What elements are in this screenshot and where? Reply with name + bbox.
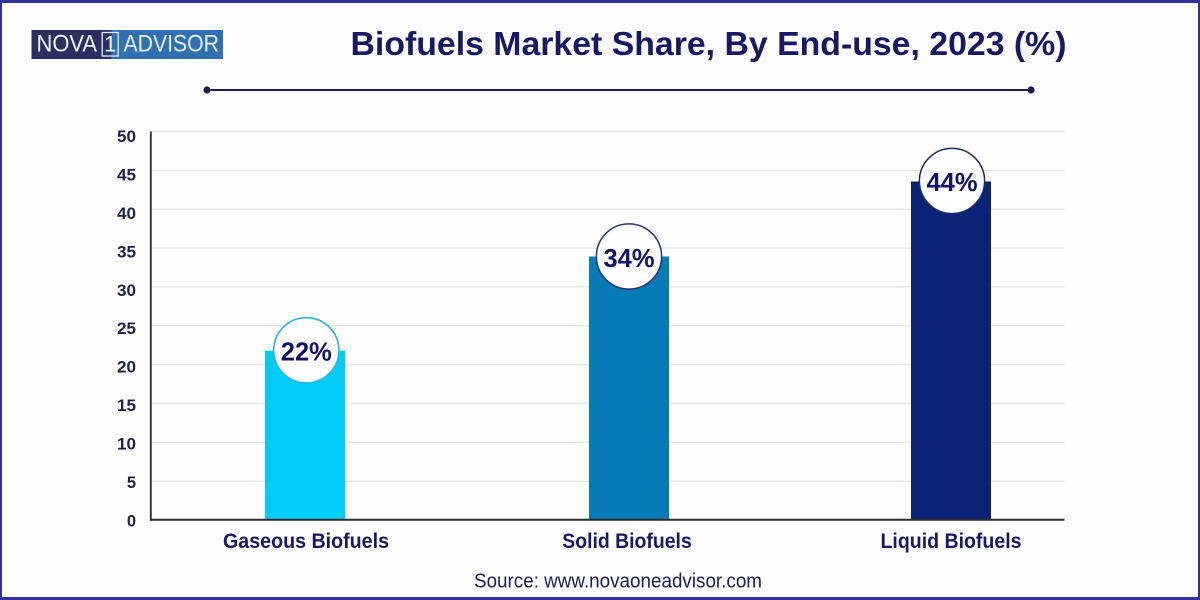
- svg-text:35: 35: [117, 243, 136, 261]
- svg-text:0: 0: [127, 513, 136, 531]
- svg-text:Liquid Biofuels: Liquid Biofuels: [881, 530, 1022, 553]
- svg-text:Biofuels Market Share, By End-: Biofuels Market Share, By End-use, 2023 …: [351, 25, 1067, 62]
- svg-text:20: 20: [117, 359, 136, 377]
- svg-text:45: 45: [117, 166, 136, 184]
- svg-text:15: 15: [117, 397, 136, 415]
- svg-text:44%: 44%: [926, 169, 977, 197]
- svg-text:34%: 34%: [603, 245, 654, 273]
- svg-text:Source: www.novaoneadvisor.com: Source: www.novaoneadvisor.com: [474, 571, 762, 593]
- svg-text:ADVISOR: ADVISOR: [124, 31, 220, 58]
- svg-text:Gaseous Biofuels: Gaseous Biofuels: [223, 530, 389, 553]
- svg-text:22%: 22%: [281, 339, 332, 367]
- svg-text:Solid Biofuels: Solid Biofuels: [562, 530, 692, 553]
- svg-text:25: 25: [117, 320, 136, 338]
- svg-text:30: 30: [117, 282, 136, 300]
- svg-text:40: 40: [117, 205, 136, 223]
- svg-text:NOVA: NOVA: [37, 31, 98, 58]
- svg-text:10: 10: [117, 436, 136, 454]
- svg-text:1: 1: [104, 32, 116, 57]
- svg-text:5: 5: [127, 474, 136, 492]
- svg-text:50: 50: [117, 128, 136, 146]
